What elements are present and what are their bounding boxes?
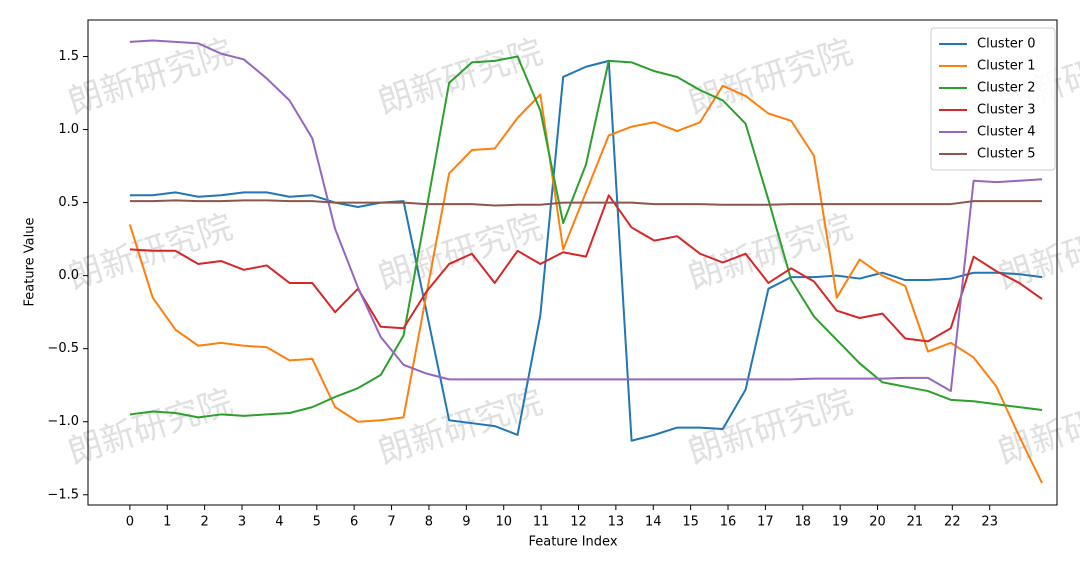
y-tick-label: 0.0 <box>58 268 79 283</box>
x-tick-label: 8 <box>425 515 433 530</box>
x-tick-label: 13 <box>608 515 625 530</box>
series-line <box>129 194 1043 343</box>
y-tick-label: 0.5 <box>58 195 79 210</box>
y-tick-label: −0.5 <box>47 341 79 356</box>
x-tick-label: 12 <box>570 515 587 530</box>
legend: Cluster 0 Cluster 1 Cluster 2 Cluster 3 Clus… <box>930 27 1056 171</box>
x-tick-label: 9 <box>462 515 470 530</box>
x-tick-label: 6 <box>350 515 358 530</box>
y-tick-label: 1.0 <box>58 122 79 137</box>
legend-label: Cluster 1 <box>977 59 1036 74</box>
x-tick-label: 20 <box>869 515 886 530</box>
series-line <box>129 59 1043 442</box>
x-tick-label: 23 <box>981 515 998 530</box>
x-tick-label: 10 <box>495 515 512 530</box>
legend-label: Cluster 4 <box>977 125 1036 140</box>
x-tick-label: 22 <box>944 515 961 530</box>
y-axis-label: Feature Value <box>23 218 38 307</box>
x-tick-label: 16 <box>720 515 737 530</box>
x-tick-label: 15 <box>682 515 699 530</box>
x-tick-label: 1 <box>163 515 171 530</box>
legend-box <box>930 27 1056 171</box>
x-tick-label: 21 <box>907 515 924 530</box>
legend-label: Cluster 5 <box>977 147 1036 162</box>
x-tick-label: 4 <box>275 515 283 530</box>
y-tick-label: −1.0 <box>47 414 79 429</box>
x-tick-label: 7 <box>387 515 395 530</box>
series-line <box>128 84 1043 484</box>
x-tick-label: 2 <box>200 515 208 530</box>
series-line <box>129 55 1043 419</box>
x-tick-label: 3 <box>238 515 246 530</box>
legend-label: Cluster 3 <box>977 103 1036 118</box>
series-line <box>129 199 1043 207</box>
x-tick-label: 5 <box>313 515 321 530</box>
series-line <box>129 39 1043 393</box>
plot-frame <box>87 19 1058 506</box>
x-tick-label: 17 <box>757 515 774 530</box>
plot-area: 0 1 2 3 4 5 6 7 8 9 10 11 12 13 14 15 16 17 18 19 20 21 22 23−1… <box>47 19 1058 530</box>
x-tick-label: 14 <box>645 515 662 530</box>
x-tick-label: 11 <box>533 515 550 530</box>
x-axis-label: Feature Index <box>528 535 617 550</box>
legend-label: Cluster 2 <box>977 81 1036 96</box>
x-tick-label: 0 <box>126 515 134 530</box>
x-tick-label: 19 <box>832 515 849 530</box>
x-tick-label: 18 <box>795 515 812 530</box>
y-tick-label: 1.5 <box>58 49 79 64</box>
y-tick-label: −1.5 <box>47 487 79 502</box>
legend-label: Cluster 0 <box>977 37 1036 52</box>
